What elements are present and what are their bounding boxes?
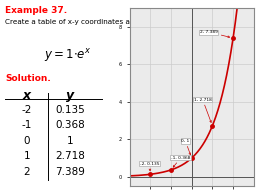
Text: Solution.: Solution.	[5, 74, 51, 83]
Text: 0.368: 0.368	[55, 120, 85, 130]
Text: 1: 1	[67, 136, 73, 146]
Text: 7.389: 7.389	[55, 167, 85, 177]
Text: -1: -1	[22, 120, 32, 130]
Text: 0: 0	[24, 136, 30, 146]
Text: Create a table of x-y coordinates and graph the function.: Create a table of x-y coordinates and gr…	[5, 19, 211, 25]
Text: x: x	[23, 89, 31, 102]
Text: 2.718: 2.718	[55, 151, 85, 161]
Text: 0.135: 0.135	[55, 105, 85, 115]
Text: 1, 2.718: 1, 2.718	[194, 98, 212, 122]
Text: 0, 1: 0, 1	[181, 139, 191, 155]
Text: -2, 0.135: -2, 0.135	[140, 162, 160, 171]
Text: -1, 0.368: -1, 0.368	[171, 156, 190, 167]
Text: 2, 7.389: 2, 7.389	[200, 30, 230, 38]
Text: $y = 1{\cdot}e^x$: $y = 1{\cdot}e^x$	[44, 47, 91, 64]
Text: y: y	[66, 89, 74, 102]
Text: 1: 1	[24, 151, 30, 161]
Text: Example 37.: Example 37.	[5, 6, 68, 15]
Text: 2: 2	[24, 167, 30, 177]
Text: -2: -2	[22, 105, 32, 115]
